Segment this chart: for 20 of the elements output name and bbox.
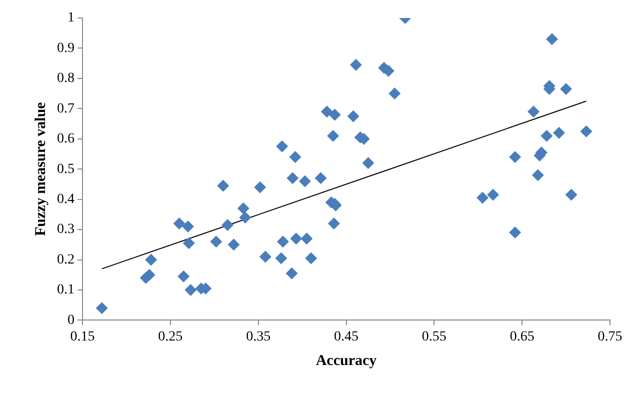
y-tick-label: 1 <box>68 10 74 26</box>
x-tick-label: 0.45 <box>334 329 358 344</box>
y-tick-label: 0.7 <box>57 101 74 116</box>
y-tick-label: 0 <box>68 312 74 328</box>
x-tick-label: 0.55 <box>422 329 446 344</box>
x-tick-label: 0.35 <box>246 329 271 344</box>
x-tick-label: 0.25 <box>158 329 183 344</box>
y-tick-label: 0.4 <box>57 192 74 207</box>
x-tick-label: 0.75 <box>598 329 622 344</box>
y-tick-label: 0.6 <box>57 132 74 147</box>
y-axis-title: Fuzzy measure value <box>32 102 49 236</box>
x-axis-title: Accuracy <box>316 352 378 369</box>
y-tick-label: 0.8 <box>57 71 74 86</box>
x-tick-label: 0.15 <box>70 329 95 344</box>
y-tick-label: 0.1 <box>57 282 74 298</box>
y-tick-label: 0.5 <box>57 162 74 177</box>
y-tick-label: 0.3 <box>57 222 74 238</box>
x-tick-label: 0.65 <box>510 329 534 344</box>
y-tick-label: 0.2 <box>57 252 74 268</box>
y-tick-label: 0.9 <box>57 40 74 56</box>
